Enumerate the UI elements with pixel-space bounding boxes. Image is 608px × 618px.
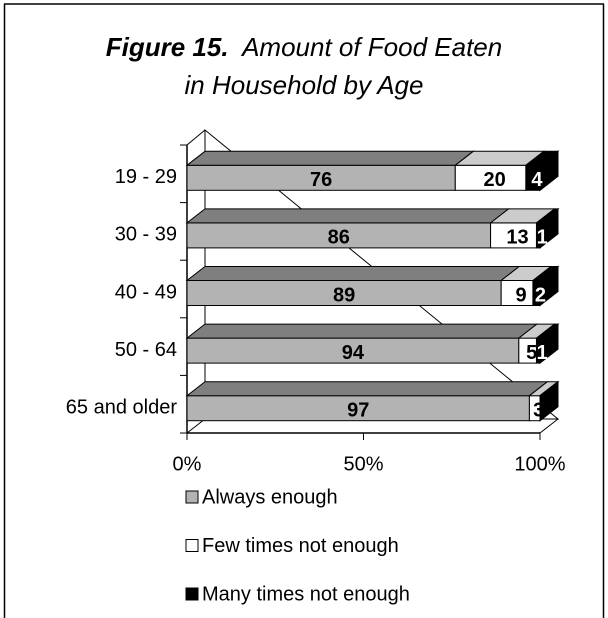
value-label: 3 bbox=[533, 399, 544, 421]
floor-left bbox=[186, 418, 206, 434]
legend-label: Always enough bbox=[202, 486, 338, 508]
bar-top bbox=[185, 208, 511, 224]
value-label: 76 bbox=[310, 169, 332, 191]
value-label: 86 bbox=[328, 227, 350, 249]
value-label: 94 bbox=[342, 342, 365, 364]
bar-segment bbox=[186, 280, 502, 306]
value-label: 5 bbox=[526, 342, 537, 364]
x-tick-label: 100% bbox=[514, 453, 565, 475]
value-label: 89 bbox=[333, 284, 355, 306]
bar-top bbox=[185, 381, 549, 397]
x-tick-label: 0% bbox=[173, 453, 202, 475]
y-tick-label: 65 and older bbox=[66, 396, 178, 418]
bar-side bbox=[539, 265, 559, 307]
bar-side bbox=[539, 207, 559, 249]
left-wall-top bbox=[186, 129, 206, 146]
legend-label: Few times not enough bbox=[202, 535, 399, 557]
bar-side bbox=[539, 323, 559, 365]
value-label: 13 bbox=[506, 227, 528, 249]
bar-side bbox=[539, 380, 559, 422]
y-tick-label: 40 - 49 bbox=[115, 281, 177, 303]
bar-segment bbox=[186, 164, 456, 191]
value-label: 20 bbox=[483, 169, 505, 191]
legend-swatch bbox=[185, 587, 199, 601]
value-label: 97 bbox=[347, 399, 369, 421]
legend-swatch bbox=[185, 539, 199, 552]
bar-top bbox=[185, 323, 539, 339]
floor-right bbox=[539, 418, 559, 434]
chart-title: Figure 15. Amount of Food Eaten in House… bbox=[104, 28, 504, 104]
value-label: 1 bbox=[537, 342, 548, 364]
legend-label: Many times not enough bbox=[202, 583, 410, 605]
legend-swatch bbox=[185, 490, 199, 504]
bar-segment bbox=[186, 337, 520, 364]
bar-side bbox=[539, 150, 559, 192]
value-label: 9 bbox=[515, 284, 526, 306]
value-label: 2 bbox=[535, 284, 546, 306]
figure-label: Figure 15. bbox=[105, 32, 229, 62]
bar-top bbox=[185, 266, 521, 281]
x-tick-label: 50% bbox=[343, 453, 383, 475]
title-text: Amount of Food Eaten in Household by Age bbox=[184, 32, 503, 100]
value-label: 1 bbox=[537, 227, 548, 249]
bar-segment bbox=[186, 395, 530, 422]
bar-segment bbox=[454, 164, 527, 191]
y-tick-label: 50 - 64 bbox=[115, 339, 177, 361]
y-tick-label: 30 - 39 bbox=[115, 224, 177, 246]
value-label: 4 bbox=[531, 169, 543, 191]
bar-top bbox=[185, 150, 475, 166]
y-tick-label: 19 - 29 bbox=[115, 166, 177, 188]
